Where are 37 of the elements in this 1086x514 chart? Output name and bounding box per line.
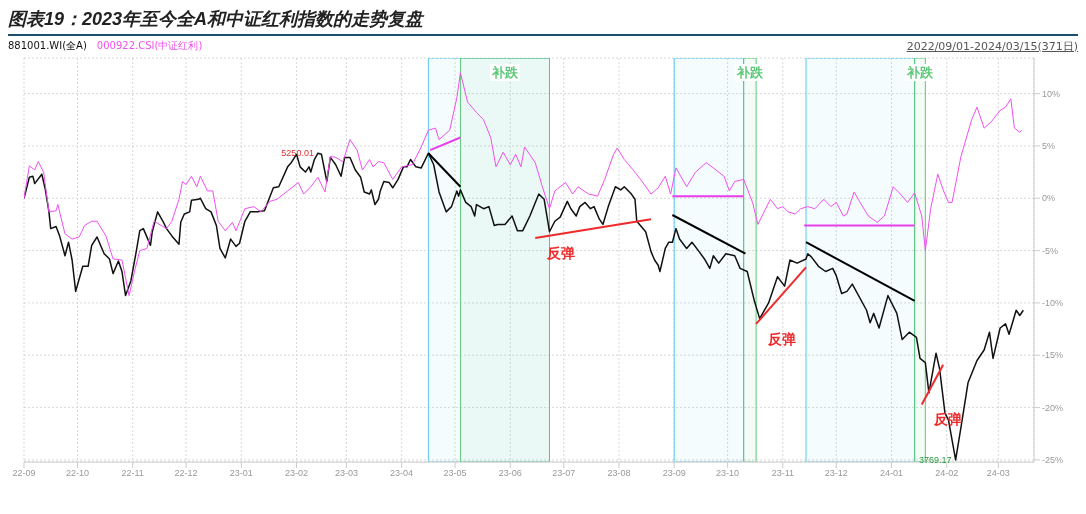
x-tick-label: 23-09: [662, 468, 686, 479]
x-tick-label: 23-06: [498, 468, 522, 479]
x-tick-label: 23-01: [229, 468, 253, 479]
y-tick-label: 0%: [1042, 193, 1056, 204]
annotation: 5250.01: [281, 148, 314, 159]
annotation: 反弹: [767, 330, 797, 347]
chart-title: 图表19：2023年至今全A和中证红利指数的走势复盘: [8, 8, 1078, 36]
text: 2022/09/01-2024/03/15(371日): [906, 39, 1078, 53]
x-tick-label: 22-11: [121, 468, 144, 479]
x-tick-label: 23-08: [607, 468, 631, 479]
x-tick-label: 23-11: [771, 468, 795, 479]
y-tick-label: -5%: [1042, 245, 1059, 256]
y-tick-label: -20%: [1042, 402, 1064, 413]
y-tick-label: -25%: [1042, 455, 1064, 466]
x-tick-label: 23-03: [334, 468, 358, 479]
x-tick-label: 22-12: [174, 468, 198, 479]
band-label: 补跌: [735, 65, 764, 80]
annotation: 3769.17: [919, 455, 952, 466]
x-tick-label: 24-03: [986, 468, 1010, 479]
y-tick-label: -15%: [1042, 350, 1064, 361]
x-tick-label: 23-04: [390, 468, 414, 479]
x-tick-label: 23-10: [716, 468, 740, 479]
x-tick-label: 23-05: [443, 468, 467, 479]
band-label: 补跌: [906, 65, 934, 80]
x-tick-label: 24-01: [879, 468, 904, 479]
band-label: 补跌: [490, 65, 519, 80]
y-tick-label: 5%: [1042, 141, 1056, 152]
text: 000922.CSI(中证红利): [96, 40, 203, 51]
x-tick-label: 23-02: [285, 468, 309, 479]
x-tick-label: 22-09: [12, 468, 36, 479]
x-tick-label: 23-07: [552, 468, 576, 479]
y-tick-label: -10%: [1042, 298, 1064, 309]
x-tick-label: 24-02: [935, 468, 959, 479]
x-tick-label: 22-10: [65, 468, 89, 479]
y-tick-label: 10%: [1042, 88, 1061, 99]
text: 881001.WI(全A): [8, 40, 87, 51]
x-tick-label: 23-12: [824, 468, 848, 479]
